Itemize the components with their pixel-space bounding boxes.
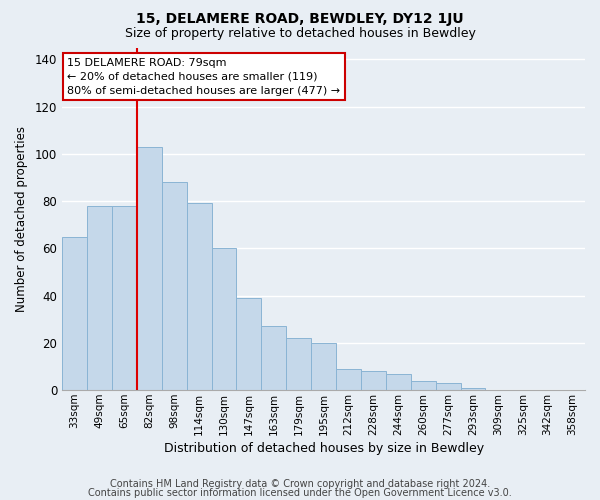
Bar [187,204,212,390]
Text: 15 DELAMERE ROAD: 79sqm
← 20% of detached houses are smaller (119)
80% of semi-d: 15 DELAMERE ROAD: 79sqm ← 20% of detache… [67,58,341,96]
Text: 15, DELAMERE ROAD, BEWDLEY, DY12 1JU: 15, DELAMERE ROAD, BEWDLEY, DY12 1JU [136,12,464,26]
Text: Size of property relative to detached houses in Bewdley: Size of property relative to detached ho… [125,28,475,40]
Bar [411,380,436,390]
Bar [162,182,187,390]
Bar [212,248,236,390]
Bar [87,206,112,390]
Bar [311,343,336,390]
Bar [461,388,485,390]
Bar [361,371,386,390]
Text: Contains public sector information licensed under the Open Government Licence v3: Contains public sector information licen… [88,488,512,498]
Text: Contains HM Land Registry data © Crown copyright and database right 2024.: Contains HM Land Registry data © Crown c… [110,479,490,489]
Bar [236,298,262,390]
Bar [286,338,311,390]
Bar [436,383,461,390]
Y-axis label: Number of detached properties: Number of detached properties [15,126,28,312]
Bar [336,369,361,390]
Bar [137,147,162,390]
X-axis label: Distribution of detached houses by size in Bewdley: Distribution of detached houses by size … [164,442,484,455]
Bar [386,374,411,390]
Bar [62,236,87,390]
Bar [262,326,286,390]
Bar [112,206,137,390]
